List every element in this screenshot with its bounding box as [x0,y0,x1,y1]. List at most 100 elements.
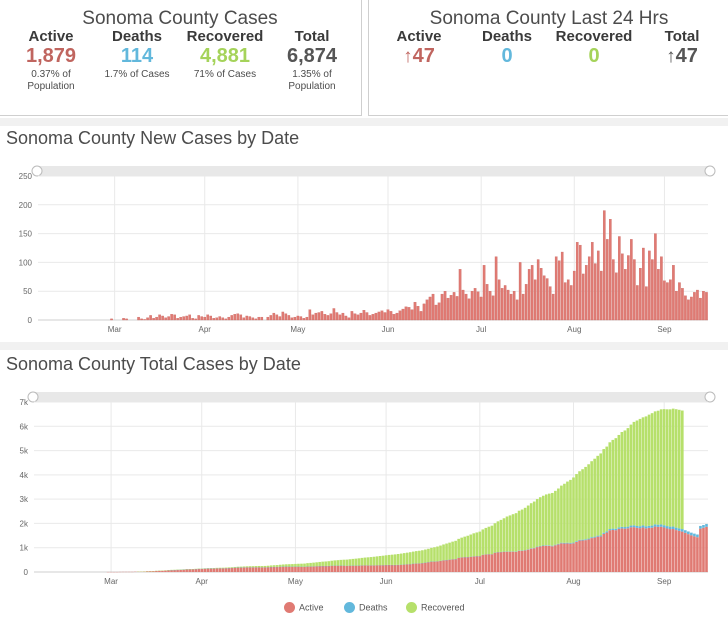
x-tick-label: Mar [108,325,122,334]
stacked-bar-segment [535,499,539,547]
stacked-bar-segment [436,561,439,572]
bar [527,269,531,321]
up-arrow-icon: ↑ [403,46,413,67]
stacked-bar-segment [590,538,593,572]
stacked-bar-segment [342,559,346,566]
slider-handle-left[interactable] [31,165,43,177]
bar [404,306,408,321]
stacked-bar-segment [481,554,485,572]
x-tick-label: Jun [382,325,395,334]
stacked-bar-segment [647,414,651,526]
stacked-bar-segment [251,567,255,572]
stacked-bar-segment [638,528,642,572]
stacked-bar-segment [526,549,530,572]
stacked-bar-segment [460,537,463,558]
stacked-bar-segment [396,554,400,565]
legend-item-deaths[interactable]: Deaths [344,602,388,614]
range-slider-track[interactable] [30,392,712,402]
stacked-bar-segment [257,567,261,572]
bar [548,286,552,321]
stacked-bar-segment [623,430,627,528]
stacked-bar-segment [366,565,370,572]
active-sub2: Population [27,81,75,92]
total-24-value: ↑47 [637,45,727,68]
bar [365,312,369,321]
bar [609,219,612,321]
stacked-bar-segment [263,565,267,568]
stacked-bar-segment [466,535,470,558]
bar [654,233,657,321]
stacked-bar-segment [605,532,609,572]
stacked-bar-segment [620,431,624,527]
stacked-bar-segment [242,567,246,572]
bar [615,272,618,321]
deaths-label: Deaths [111,28,163,45]
stacked-bar-segment [581,539,584,541]
stacked-bar-segment [260,567,264,572]
stacked-bar-segment [336,560,340,566]
bar [446,297,450,321]
stacked-bar-segment [584,539,587,541]
stacked-bar-segment [623,528,627,572]
stacked-bar-segment [484,554,488,572]
total-stat: Total 6,874 1.35% of Population [267,28,357,93]
recovered-sub: 71% of Cases [193,69,257,80]
stacked-bar-segment [221,568,225,572]
active-value: 1,879 [25,45,77,67]
stacked-bar-segment [617,434,621,528]
stacked-bar-segment [541,545,545,572]
stacked-bar-segment [529,548,533,572]
stacked-bar-segment [620,526,624,529]
bar [167,316,170,321]
bar [242,317,246,321]
x-tick-label: Sep [657,325,672,334]
new-cases-title: Sonoma County New Cases by Date [6,128,300,148]
stacked-bar-segment [563,543,566,572]
stacked-bar-segment [566,543,569,572]
slider-handle-right[interactable] [704,391,716,403]
bar [140,318,143,321]
deaths-24-label: Deaths [481,28,533,45]
stacked-bar-segment [602,449,606,533]
legend-item-active[interactable]: Active [284,602,324,614]
bar [587,256,591,321]
stacked-bar-segment [363,557,367,566]
bar [146,317,149,321]
stacked-bar-segment [221,567,225,569]
active-24-stat: Active ↑47 [374,28,464,68]
stacked-bar-segment [149,571,152,572]
slider-handle-left[interactable] [27,391,39,403]
stacked-bar-segment [572,543,575,572]
stacked-bar-segment [339,565,343,572]
stacked-bar-segment [478,531,482,557]
deaths-dot-icon [344,602,355,614]
panel-title: Sonoma County Cases [82,8,278,29]
stacked-bar-segment [548,545,551,572]
stacked-bar-segment [297,563,300,567]
bar [149,315,152,321]
slider-handle-right[interactable] [704,165,716,177]
stacked-bar-segment [551,545,554,547]
stacked-bar-segment [297,566,300,572]
bar [287,315,291,321]
stacked-bar-segment [554,545,557,572]
stacked-bar-segment [472,556,476,572]
bar [380,310,384,321]
legend-item-recovered[interactable]: Recovered [406,602,465,614]
stacked-bar-segment [300,563,303,567]
stacked-bar-segment [405,564,409,572]
bar [581,273,585,321]
stacked-bar-segment [457,557,460,572]
active-sub1: 0.37% of [31,69,71,80]
range-slider-track[interactable] [34,166,712,176]
stacked-bar-segment [224,567,228,569]
total-24-stat: Total ↑47 [637,28,727,68]
bar [530,265,534,321]
stacked-bar-segment [369,557,373,566]
y-tick-label: 200 [19,201,33,210]
stacked-bar-segment [324,566,327,572]
recovered-24-stat: Recovered 0 [549,28,639,67]
bar [621,253,624,321]
bar [227,316,231,321]
stacked-bar-segment [677,528,681,531]
